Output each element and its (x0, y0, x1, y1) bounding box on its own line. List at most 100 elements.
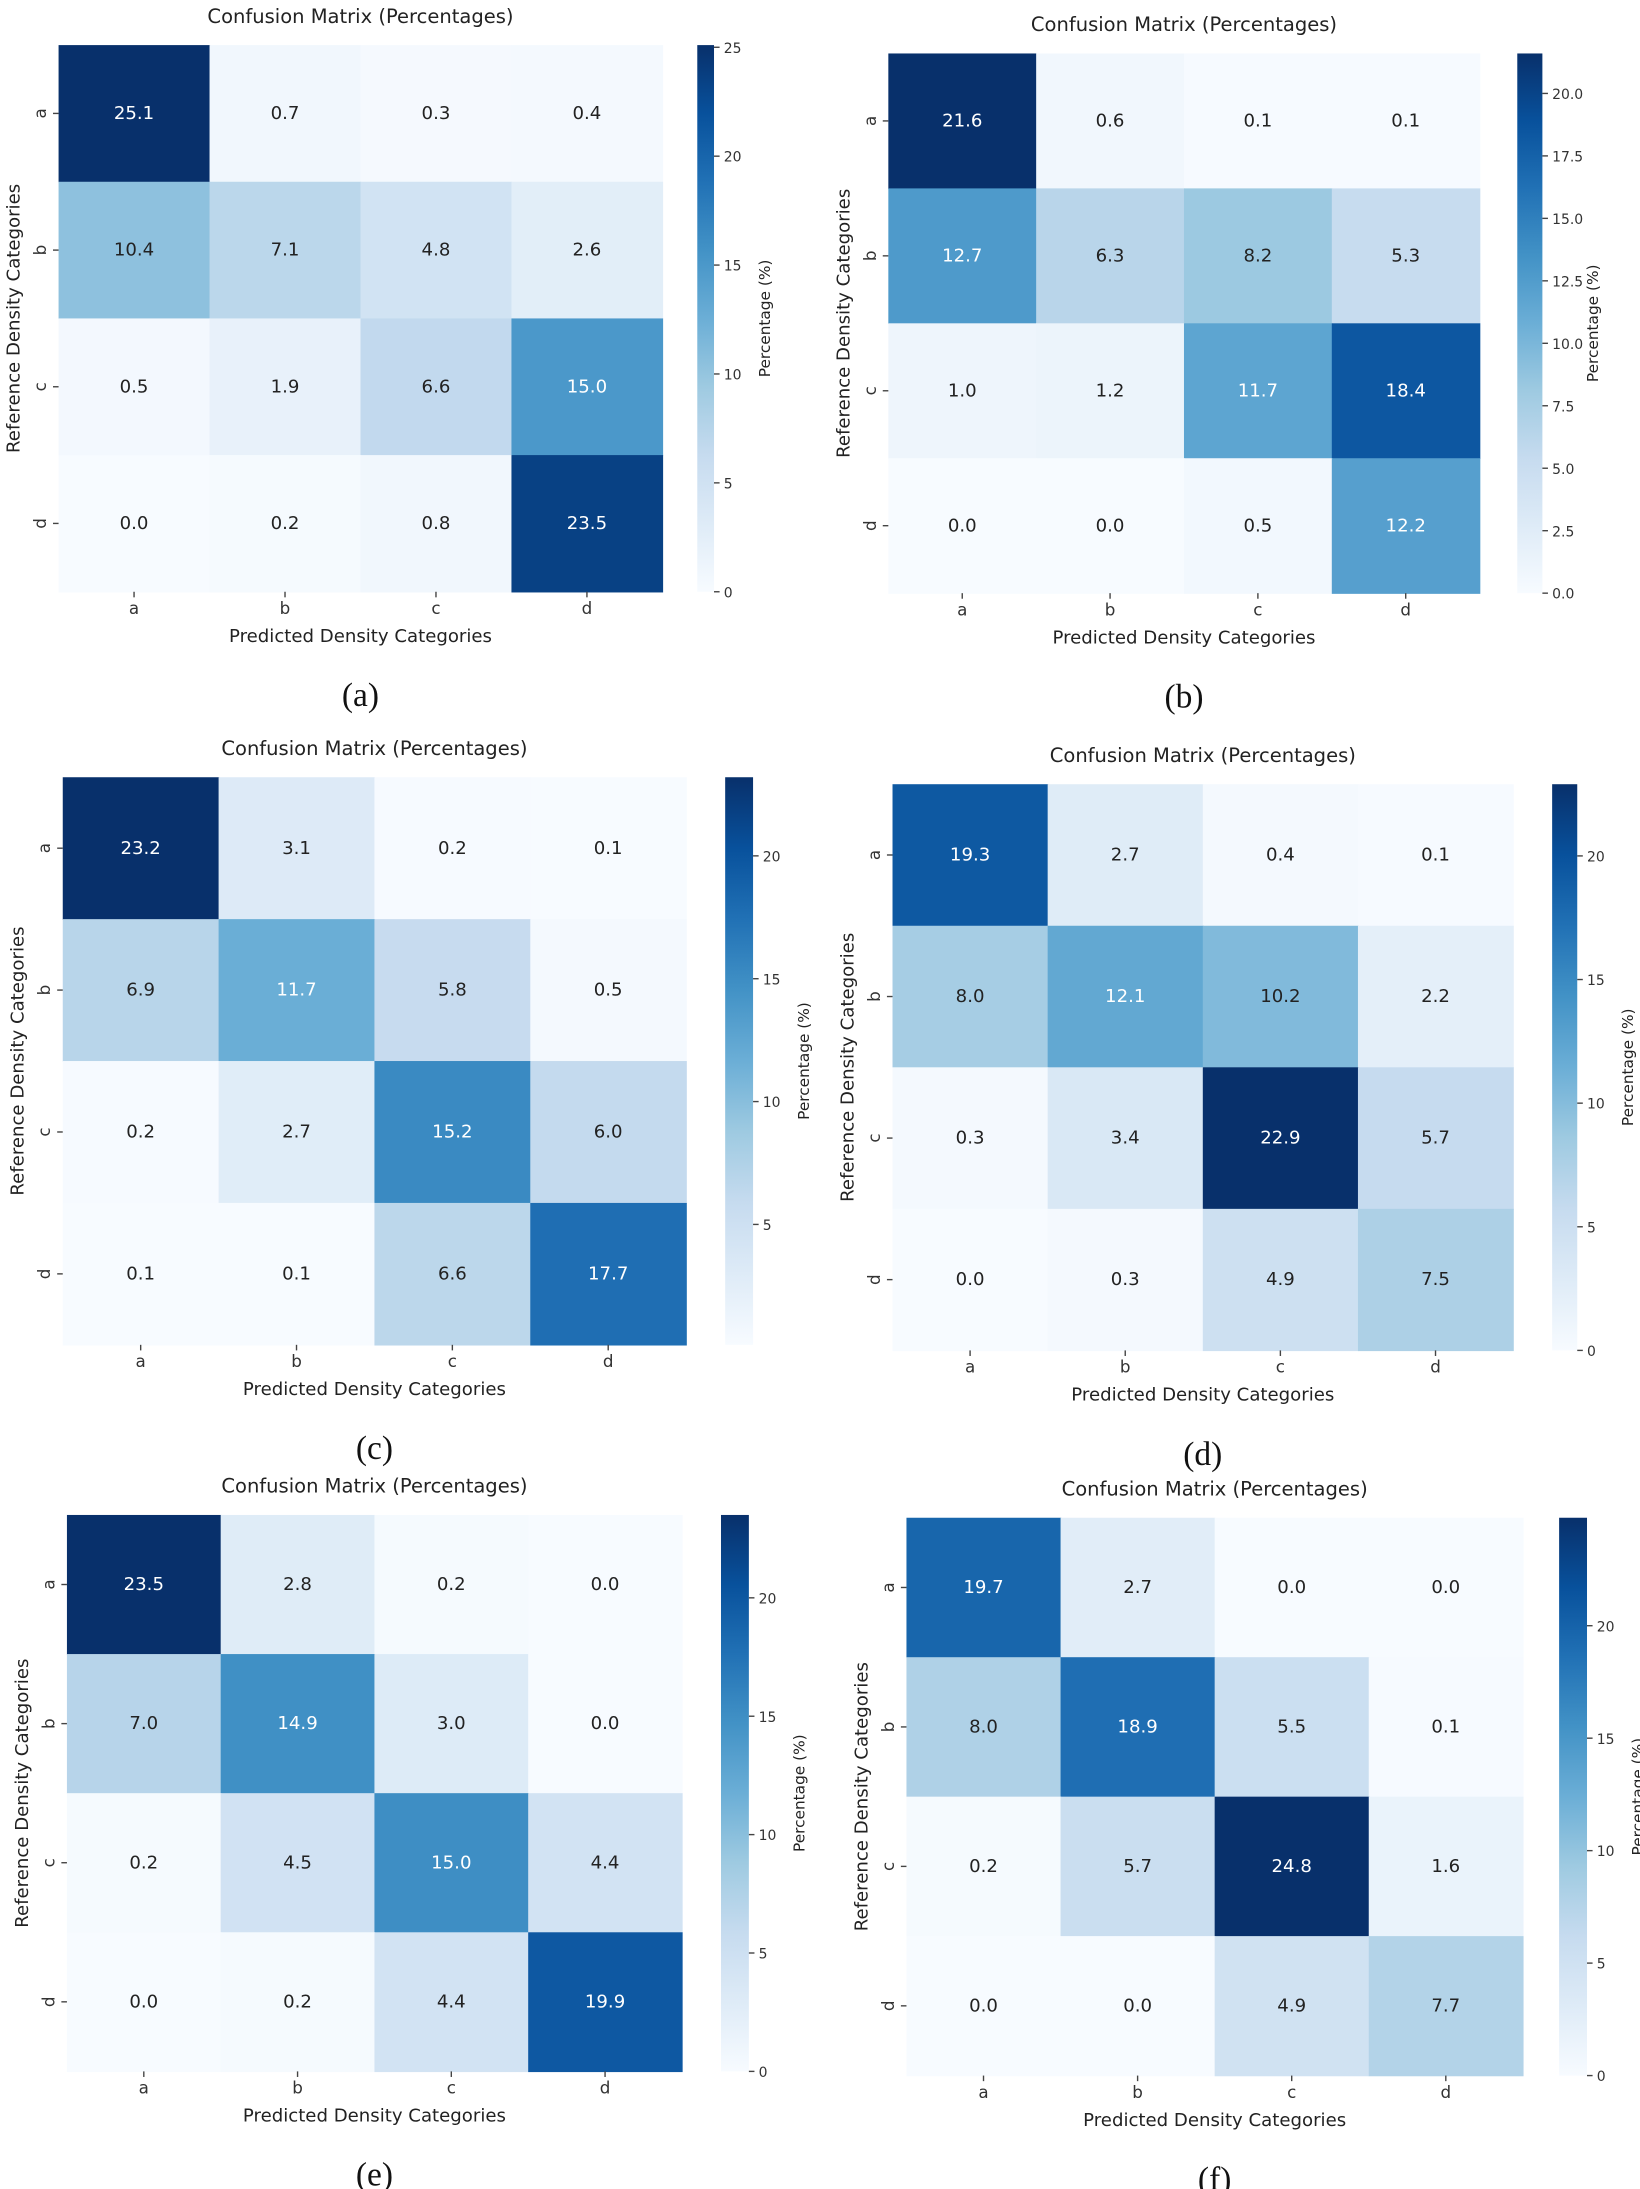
x-tick-label: b (280, 598, 291, 618)
heatmap-cell (209, 455, 362, 593)
x-tick-label: d (603, 1351, 614, 1371)
x-tick-label: a (965, 1357, 975, 1377)
colorbar-tick-label: 15.0 (1552, 212, 1583, 228)
colorbar-tick-label: 20 (1597, 1619, 1615, 1635)
heatmap-cell (1368, 1517, 1524, 1658)
heatmap-cell (374, 1202, 531, 1346)
cell-value-label: 0.0 (1123, 1995, 1152, 2016)
colorbar-tick-label: 5.0 (1552, 462, 1574, 478)
cell-value-label: 2.8 (283, 1574, 312, 1595)
panel-caption: (a) (342, 677, 379, 714)
x-tick-label: c (1287, 2082, 1296, 2102)
colorbar-tick-label: 0 (1597, 2069, 1606, 2085)
cell-value-label: 0.2 (437, 1574, 466, 1595)
cell-value-label: 1.6 (1431, 1856, 1460, 1877)
cell-value-label: 24.8 (1272, 1856, 1312, 1877)
cell-value-label: 2.7 (282, 1122, 311, 1143)
cell-value-label: 2.7 (1123, 1577, 1152, 1598)
heatmap-cell (511, 45, 664, 183)
x-tick-label: d (1400, 599, 1411, 619)
cell-value-label: 21.6 (942, 111, 982, 132)
colorbar-tick-label: 15 (1587, 973, 1605, 989)
y-axis-label: Reference Density Categories (12, 1659, 33, 1928)
panel-caption: (d) (1183, 1436, 1222, 1473)
cell-value-label: 10.2 (1260, 986, 1300, 1007)
heatmap-cell (209, 318, 362, 456)
x-tick-label: c (1276, 1357, 1285, 1377)
cell-value-label: 8.0 (969, 1717, 998, 1738)
cell-value-label: 19.7 (963, 1577, 1003, 1598)
cell-value-label: 14.9 (277, 1713, 317, 1734)
heatmap-cell (62, 777, 220, 920)
colorbar-tick-label: 5 (763, 1218, 772, 1234)
cell-value-label: 15.0 (431, 1852, 471, 1873)
cell-value-label: 0.1 (1431, 1717, 1460, 1738)
heatmap-cell (1202, 784, 1359, 927)
panel-f: Confusion Matrix (Percentages) 19.7 2.7 0.0… (851, 1477, 1640, 2189)
heatmap-cell (62, 1202, 220, 1346)
cell-value-label: 0.0 (969, 1995, 998, 2016)
x-axis-label: Predicted Density Categories (243, 1379, 506, 1400)
heatmap-cell (1047, 925, 1204, 1069)
colorbar-tick-label: 20 (759, 1591, 777, 1607)
cell-value-label: 0.0 (129, 1991, 158, 2012)
heatmap-cell (218, 1202, 376, 1346)
heatmap-cell (374, 777, 531, 920)
x-tick-label: a (139, 2078, 149, 2098)
heatmap-cell (1368, 1796, 1524, 1937)
heatmap-cell (906, 1936, 1062, 2077)
chart-title: Confusion Matrix (Percentages) (221, 737, 527, 760)
colorbar-tick-label: 10 (763, 1095, 781, 1111)
x-tick-label: c (448, 1351, 457, 1371)
cell-value-label: 0.7 (271, 103, 300, 124)
heatmap-cell (1331, 323, 1481, 459)
cell-value-label: 2.7 (1111, 845, 1140, 866)
x-tick-label: d (600, 2078, 611, 2098)
heatmap-cell (1036, 53, 1185, 190)
cell-value-label: 17.7 (588, 1263, 628, 1284)
cell-value-label: 0.2 (438, 838, 467, 859)
heatmap-cell (1183, 323, 1333, 459)
heatmap-cell (1202, 925, 1359, 1069)
heatmap-cell (888, 458, 1037, 594)
heatmap-cell (1060, 1517, 1216, 1658)
panel-a: Confusion Matrix (Percentages) 25.1 0.7 0.3… (4, 5, 774, 714)
cell-value-label: 6.3 (1096, 245, 1125, 266)
heatmap-cell (1047, 1067, 1204, 1210)
heatmap-cell (1047, 1208, 1204, 1352)
cell-value-label: 0.6 (1096, 111, 1125, 132)
colorbar-tick-label: 10 (1587, 1097, 1605, 1113)
y-tick-label: a (864, 850, 884, 860)
cell-value-label: 0.0 (120, 513, 149, 534)
heatmap-cell (374, 1932, 529, 2073)
cell-value-label: 18.9 (1117, 1717, 1157, 1738)
heatmap-cell (1060, 1936, 1216, 2077)
cell-value-label: 0.3 (422, 103, 451, 124)
heatmap-cell (530, 777, 687, 920)
heatmap-cell (374, 1654, 529, 1794)
y-axis-label: Reference Density Categories (837, 933, 858, 1202)
cell-value-label: 0.1 (594, 838, 623, 859)
heatmap-cell (360, 455, 513, 593)
colorbar-label: Percentage (%) (756, 260, 774, 378)
heatmap-cell (66, 1654, 222, 1794)
colorbar-tick-label: 15 (1597, 1732, 1615, 1748)
y-tick-label: a (34, 843, 54, 853)
y-tick-label: c (864, 1133, 884, 1142)
cell-value-label: 0.1 (126, 1263, 155, 1284)
colorbar-tick-label: 0 (759, 2065, 768, 2081)
heatmap-cell (374, 1514, 529, 1655)
cell-value-label: 7.1 (271, 240, 300, 261)
y-tick-label: b (864, 991, 884, 1002)
x-tick-label: a (978, 2082, 988, 2102)
cell-value-label: 0.0 (591, 1574, 620, 1595)
cell-value-label: 4.9 (1277, 1995, 1306, 2016)
colorbar-tick-label: 12.5 (1552, 274, 1583, 290)
cell-value-label: 0.2 (271, 513, 300, 534)
heatmap-cell (1183, 188, 1333, 325)
heatmap-cell (1060, 1796, 1216, 1937)
heatmap-cell (1368, 1657, 1524, 1798)
x-tick-label: c (431, 598, 440, 618)
chart-title: Confusion Matrix (Percentages) (1031, 13, 1337, 36)
